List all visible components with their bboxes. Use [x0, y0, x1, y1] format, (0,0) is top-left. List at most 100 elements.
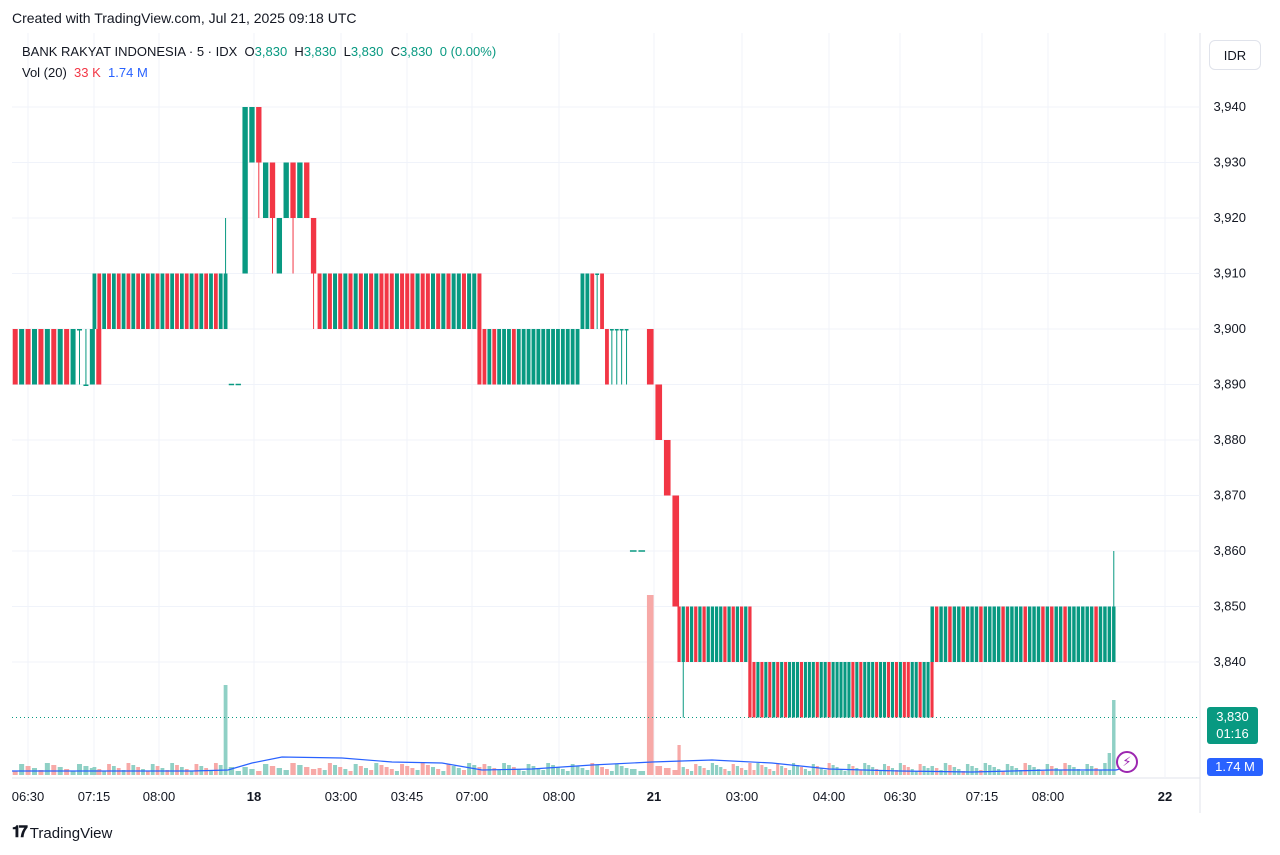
- created-with-caption: Created with TradingView.com, Jul 21, 20…: [12, 10, 357, 26]
- close-value: 3,830: [400, 44, 433, 59]
- volume-bar: [961, 771, 965, 775]
- symbol-title[interactable]: BANK RAKYAT INDONESIA · 5 · IDX: [22, 44, 238, 59]
- volume-bar: [1112, 700, 1116, 775]
- volume-bar: [714, 765, 719, 775]
- lightning-icon[interactable]: ⚡: [1116, 751, 1138, 773]
- volume-bar: [788, 770, 792, 775]
- candlestick-chart[interactable]: 3,940 3,930 3,920 3,910 3,900 3,890 3,880 3,870…: [12, 33, 1269, 813]
- candle-body: [1014, 606, 1019, 662]
- candle-body: [875, 662, 879, 718]
- candle-body: [799, 662, 803, 718]
- candle-body: [780, 662, 784, 718]
- candle-body: [209, 273, 213, 329]
- volume-bar: [126, 763, 131, 775]
- volume-bar: [815, 766, 819, 775]
- open-value: 3,830: [254, 44, 288, 59]
- candle-body: [609, 329, 614, 331]
- volume-bar: [792, 763, 796, 775]
- volume-bar: [431, 767, 436, 775]
- candle-body: [883, 662, 887, 718]
- volume-bar: [531, 766, 536, 775]
- candle-body: [768, 662, 772, 718]
- volume-bar: [685, 769, 690, 775]
- candle-body: [706, 606, 710, 662]
- volume-bar: [262, 764, 269, 775]
- candle-body: [689, 606, 694, 662]
- candle-body: [1019, 606, 1023, 662]
- candle-body: [374, 273, 379, 329]
- candle-body: [939, 606, 943, 662]
- y-tick-label: 3,900: [1213, 321, 1246, 336]
- candle-body: [764, 662, 768, 718]
- candle-body: [297, 162, 303, 218]
- volume-bar: [879, 771, 883, 775]
- volume-bar: [772, 771, 776, 775]
- candle-body: [744, 606, 748, 662]
- volume-bar: [1045, 764, 1050, 775]
- candle-body: [262, 162, 269, 218]
- candle-body: [384, 273, 389, 329]
- candle-body: [1058, 606, 1063, 662]
- chart-frame[interactable]: 3,940 3,930 3,920 3,910 3,900 3,890 3,880 3,870…: [12, 33, 1269, 813]
- candle-body: [580, 273, 585, 329]
- candle-body: [136, 273, 141, 329]
- candle-body: [930, 662, 934, 718]
- x-tick-label: 03:00: [325, 789, 358, 804]
- candle-body: [831, 662, 835, 718]
- candle-body: [441, 273, 446, 329]
- x-tick-label: 06:30: [12, 789, 44, 804]
- candle-body: [310, 218, 317, 274]
- candle-body: [710, 606, 715, 662]
- y-tick-label: 3,870: [1213, 488, 1246, 503]
- candle-body: [482, 329, 487, 385]
- candle-body: [1005, 606, 1010, 662]
- candle-body: [943, 606, 948, 662]
- candle-body: [556, 329, 560, 385]
- volume-bar: [943, 763, 948, 775]
- volume-bar: [672, 770, 680, 775]
- volume-bar: [441, 771, 446, 775]
- currency-button[interactable]: IDR: [1209, 40, 1261, 70]
- candle-body: [979, 606, 983, 662]
- volume-bar: [910, 769, 914, 775]
- candle-body: [304, 162, 310, 218]
- volume-label[interactable]: Vol (20): [22, 65, 67, 80]
- volume-bar: [580, 768, 585, 775]
- volume-bar: [764, 767, 768, 775]
- tradingview-logo-icon: 𝟏𝟕: [12, 824, 28, 841]
- volume-bar: [996, 769, 1001, 775]
- volume-bar: [310, 769, 317, 775]
- candle-body: [546, 329, 551, 385]
- candle-body: [242, 107, 248, 274]
- candle-body: [97, 273, 102, 329]
- volume-bar: [835, 767, 839, 775]
- candle-body: [155, 273, 160, 329]
- volume-bar: [131, 765, 136, 775]
- candle-body: [64, 329, 70, 385]
- volume-bar: [1103, 763, 1107, 775]
- candle-body: [1023, 606, 1027, 662]
- candle-body: [160, 273, 165, 329]
- candle-body: [363, 273, 368, 329]
- candle-body: [1032, 606, 1036, 662]
- logo-text: TradingView: [29, 824, 113, 842]
- candle-body: [663, 440, 671, 496]
- candle-body: [126, 273, 131, 329]
- y-tick-label: 3,840: [1213, 654, 1246, 669]
- candle-body: [624, 329, 629, 331]
- volume-bar: [451, 766, 456, 775]
- candle-body: [595, 273, 600, 275]
- candle-body: [405, 273, 410, 329]
- tradingview-logo[interactable]: 𝟏𝟕 TradingView: [12, 824, 112, 842]
- candle-body: [1094, 606, 1098, 662]
- volume-bar: [689, 771, 694, 775]
- volume-bar: [756, 763, 760, 775]
- volume-bar: [1094, 768, 1098, 775]
- volume-bar: [811, 764, 815, 775]
- volume-bar: [420, 763, 425, 775]
- candle-body: [1072, 606, 1076, 662]
- candle-body: [788, 662, 792, 718]
- volume-bar: [304, 767, 310, 775]
- volume-bar: [353, 764, 358, 775]
- x-tick-label: 18: [247, 789, 261, 804]
